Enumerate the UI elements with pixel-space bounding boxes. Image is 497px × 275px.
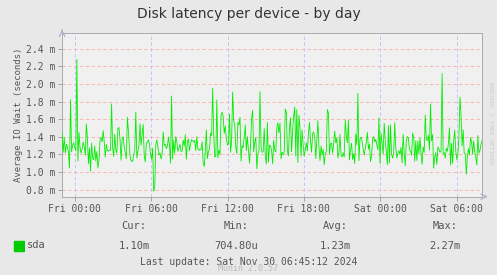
Text: Last update: Sat Nov 30 06:45:12 2024: Last update: Sat Nov 30 06:45:12 2024	[140, 257, 357, 267]
Text: Min:: Min:	[224, 221, 248, 231]
Y-axis label: Average IO Wait (seconds): Average IO Wait (seconds)	[14, 48, 23, 182]
Text: sda: sda	[27, 240, 46, 250]
Text: RRDTOOL / TOBI OETIKER: RRDTOOL / TOBI OETIKER	[489, 82, 494, 165]
Bar	[14, 241, 24, 251]
Text: 2.27m: 2.27m	[429, 241, 460, 251]
Text: Disk latency per device - by day: Disk latency per device - by day	[137, 7, 360, 21]
Text: Cur:: Cur:	[122, 221, 147, 231]
Text: Max:: Max:	[432, 221, 457, 231]
Text: 704.80u: 704.80u	[214, 241, 258, 251]
Text: 1.23m: 1.23m	[320, 241, 351, 251]
Text: Munin 2.0.57: Munin 2.0.57	[219, 264, 278, 273]
Text: 1.10m: 1.10m	[119, 241, 150, 251]
Text: Avg:: Avg:	[323, 221, 348, 231]
